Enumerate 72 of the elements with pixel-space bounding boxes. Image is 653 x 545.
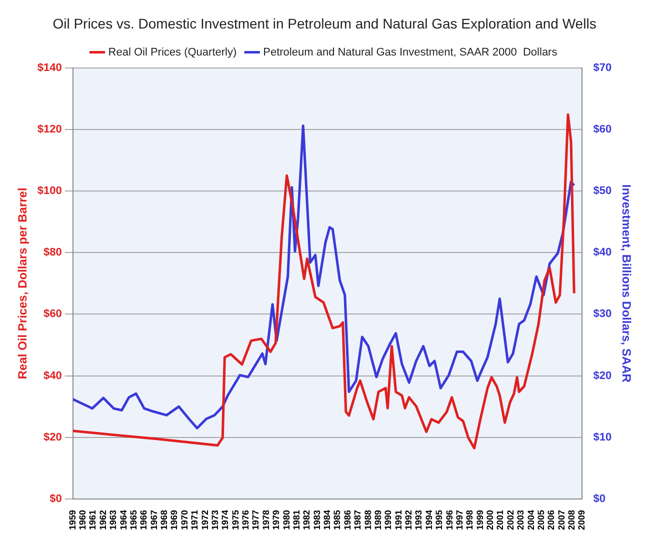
x-tick-label: 2006	[546, 510, 556, 530]
legend-label: Petroleum and Natural Gas Investment, SAAR 2000 Dollars	[263, 46, 558, 58]
y-tick-label: $60	[44, 308, 62, 320]
x-tick-label: 1979	[271, 510, 282, 530]
legend-label: Real Oil Prices (Quarterly)	[108, 46, 237, 58]
chart-title: Oil Prices vs. Domestic Investment in Petroleum and Natural Gas Exploration and Wells	[52, 15, 596, 32]
x-tick-label: 1992	[404, 510, 414, 530]
x-tick-label: 1974	[220, 510, 230, 530]
x-tick-label: 1999	[474, 510, 485, 530]
x-tick-label: 1994	[424, 510, 434, 530]
y2-tick-label: $30	[593, 308, 612, 320]
x-tick-label: 1972	[200, 510, 210, 530]
x-tick-label: 2002	[505, 510, 516, 530]
y2-tick-label: $10	[593, 431, 612, 444]
x-tick-label: 1959	[67, 510, 78, 530]
x-tick-label: 2005	[536, 510, 546, 530]
x-tick-label: 2000	[485, 510, 496, 530]
x-tick-label: 1971	[190, 510, 200, 530]
x-tick-label: 1970	[179, 510, 190, 530]
x-tick-label: 1983	[312, 510, 322, 530]
x-tick-label: 1996	[444, 510, 454, 530]
x-tick-label: 1969	[169, 510, 180, 530]
y2-tick-label: $60	[593, 123, 612, 136]
x-tick-label: 1980	[281, 510, 292, 530]
y2-tick-label: $50	[593, 185, 612, 198]
y-tick-label: $100	[37, 185, 62, 198]
x-tick-label: 2003	[516, 510, 526, 530]
y2-tick-label: $40	[593, 246, 612, 259]
y2-tick-label: $0	[593, 493, 606, 506]
x-tick-label: 1984	[322, 510, 332, 530]
y2-tick-label: $70	[593, 62, 612, 74]
x-tick-label: 1962	[98, 510, 108, 530]
x-tick-label: 1963	[108, 510, 118, 530]
x-tick-label: 1998	[464, 510, 475, 530]
y-tick-label: $120	[37, 123, 62, 136]
x-tick-label: 1991	[393, 510, 404, 530]
x-tick-label: 1976	[240, 510, 251, 530]
y-tick-label: $140	[37, 62, 62, 74]
y-tick-label: $20	[44, 431, 62, 444]
x-tick-label: 1989	[372, 510, 383, 530]
y-tick-label: $80	[44, 246, 62, 259]
x-tick-label: 1995	[434, 510, 444, 530]
x-tick-label: 1993	[414, 510, 424, 530]
x-tick-label: 1978	[260, 510, 271, 530]
x-tick-label: 1961	[88, 510, 98, 530]
x-tick-label: 1977	[250, 510, 261, 530]
x-tick-label: 1988	[362, 510, 373, 530]
x-tick-label: 1986	[342, 510, 352, 530]
x-tick-label: 1990	[383, 510, 394, 530]
x-tick-label: 2004	[526, 510, 536, 530]
x-tick-label: 2001	[495, 510, 506, 530]
x-tick-label: 1964	[118, 510, 128, 530]
x-tick-label: 1987	[352, 510, 363, 530]
x-tick-label: 1981	[291, 510, 302, 530]
y-axis-title: Real Oil Prices, Dollars per Barrel	[16, 188, 30, 380]
x-tick-label: 2007	[556, 510, 566, 530]
x-tick-label: 1982	[302, 510, 312, 530]
x-tick-label: 1973	[210, 510, 220, 530]
x-tick-label: 1960	[78, 510, 88, 530]
x-tick-label: 1975	[230, 510, 240, 530]
x-tick-label: 1966	[138, 510, 149, 530]
x-tick-label: 2008	[566, 510, 577, 530]
x-tick-label: 1997	[454, 510, 464, 530]
y-tick-label: $0	[50, 493, 62, 506]
y-tick-label: $40	[44, 370, 62, 382]
x-tick-label: 2009	[576, 510, 587, 530]
y2-axis-title: Investment, Billions Dollars, SAAR	[619, 184, 634, 383]
x-tick-label: 1968	[159, 510, 170, 530]
x-tick-label: 1965	[128, 510, 138, 530]
x-tick-label: 1985	[332, 510, 342, 530]
x-tick-label: 1967	[148, 510, 159, 530]
y2-tick-label: $20	[593, 370, 612, 382]
